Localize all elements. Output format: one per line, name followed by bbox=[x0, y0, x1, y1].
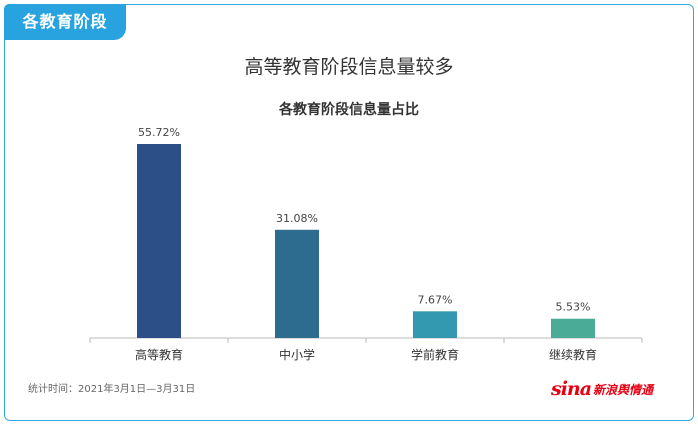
footnote: 统计时间：2021年3月1日—3月31日 bbox=[28, 384, 196, 395]
logo-text: 新浪舆情通 bbox=[593, 382, 654, 397]
bar-3 bbox=[413, 311, 457, 338]
section-tag: 各教育阶段 bbox=[4, 4, 126, 40]
bar-value-label: 31.08% bbox=[276, 212, 318, 225]
bar-value-label: 7.67% bbox=[418, 293, 453, 306]
bar-value-label: 55.72% bbox=[138, 126, 180, 139]
logo-mark: sina bbox=[551, 378, 592, 400]
category-label: 学前教育 bbox=[411, 347, 459, 362]
bar-4 bbox=[551, 318, 595, 338]
chart-title: 高等教育阶段信息量较多 bbox=[244, 56, 454, 78]
sina-logo: sina 新浪舆情通 bbox=[551, 377, 653, 401]
card-frame bbox=[4, 4, 694, 421]
bar-value-label: 5.53% bbox=[556, 301, 591, 314]
chart-subtitle: 各教育阶段信息量占比 bbox=[279, 102, 419, 118]
bar-1 bbox=[137, 144, 181, 338]
bar-2 bbox=[275, 229, 319, 338]
category-label: 中小学 bbox=[279, 347, 315, 362]
category-label: 高等教育 bbox=[135, 347, 183, 362]
category-label: 继续教育 bbox=[549, 347, 597, 362]
